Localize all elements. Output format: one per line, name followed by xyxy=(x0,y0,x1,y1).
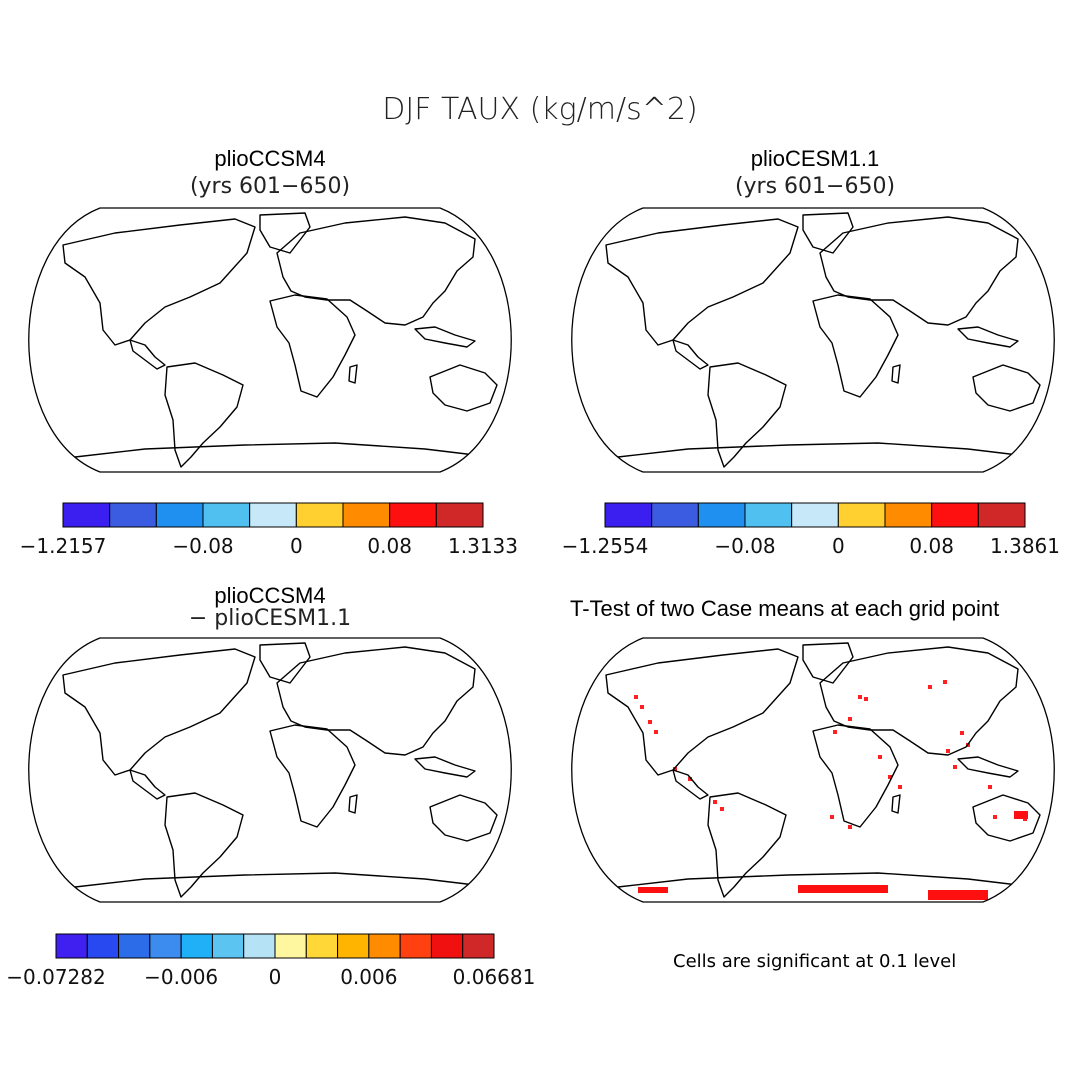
panel2-map xyxy=(571,207,1055,473)
colorbar-label: 1.3861 xyxy=(990,534,1060,558)
colorbar-label: −0.006 xyxy=(144,965,219,989)
colorbar-label: −1.2554 xyxy=(561,534,649,558)
colorbar-label: 0 xyxy=(831,534,845,558)
panel1-colorbar xyxy=(62,502,484,528)
panel1-subtitle: (yrs 601−650) xyxy=(189,174,351,199)
colorbar-label: −0.07282 xyxy=(6,965,106,989)
panel4-title: T-Test of two Case means at each grid po… xyxy=(570,596,1000,621)
colorbar-label: −0.08 xyxy=(172,534,234,558)
colorbar-label: −1.2157 xyxy=(19,534,107,558)
significance-note: Cells are significant at 0.1 level xyxy=(673,951,957,972)
colorbar-label: 0.006 xyxy=(340,965,398,989)
colorbar-label: 0.08 xyxy=(367,534,412,558)
panel3-colorbar xyxy=(55,933,495,959)
panel4-map xyxy=(571,637,1055,903)
panel1-colorbar-labels: −1.2157 −0.08 0 0.08 1.3133 xyxy=(20,534,518,560)
panel1-title: plioCCSM4 xyxy=(214,146,326,171)
panel1-map xyxy=(28,207,512,473)
panel2-colorbar-labels: −1.2554 −0.08 0 0.08 1.3861 xyxy=(562,534,1060,560)
colorbar-label: 0 xyxy=(289,534,303,558)
panel3-colorbar-labels: −0.07282 −0.006 0 0.006 0.06681 xyxy=(6,965,535,991)
panel3-map xyxy=(28,637,512,903)
panel3-title: plioCCSM4 xyxy=(214,583,326,608)
colorbar-label: −0.08 xyxy=(714,534,776,558)
colorbar-label: 0.06681 xyxy=(452,965,536,989)
panel3-subtitle: − plioCESM1.1 xyxy=(188,606,352,631)
panel2-colorbar xyxy=(604,502,1026,528)
figure-title: DJF TAUX (kg/m/s^2) xyxy=(382,92,698,127)
panel2-subtitle: (yrs 601−650) xyxy=(734,174,896,199)
colorbar-label: 1.3133 xyxy=(448,534,518,558)
panel2-title: plioCESM1.1 xyxy=(750,146,880,171)
colorbar-label: 0 xyxy=(268,965,282,989)
colorbar-label: 0.08 xyxy=(909,534,954,558)
